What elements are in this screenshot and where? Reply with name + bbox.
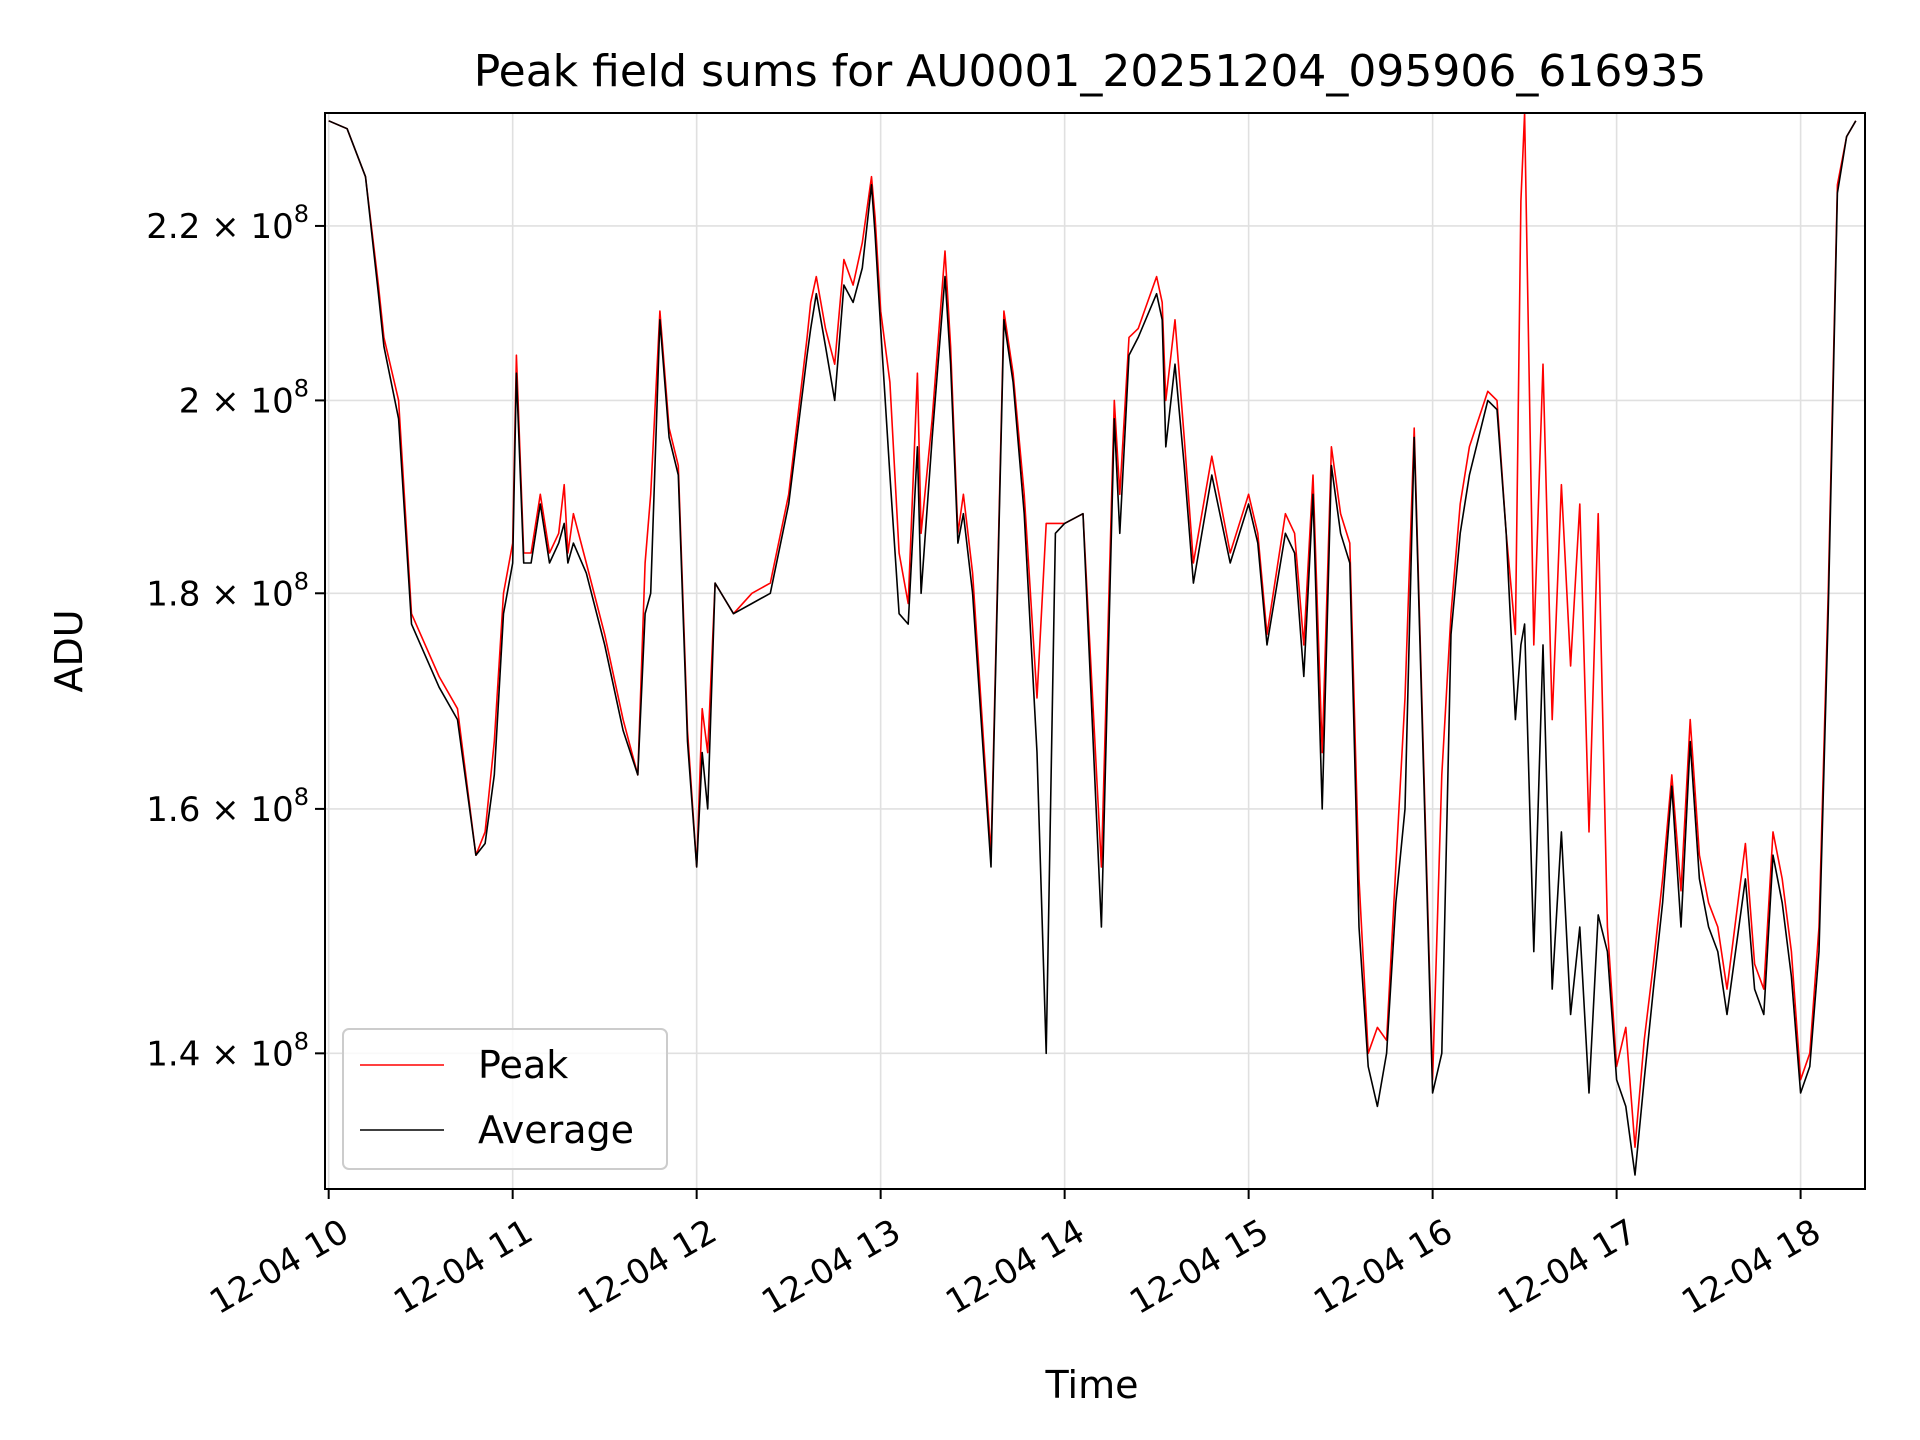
y-tick-exponent: 8: [294, 200, 309, 228]
y-tick-exponent: 8: [294, 567, 309, 595]
series-line-peak: [328, 113, 1857, 1148]
series-line-average: [328, 120, 1857, 1176]
y-tick-times: × 10: [200, 790, 293, 830]
y-tick-mantissa: 2.2: [146, 207, 200, 247]
legend: Peak Average: [342, 1028, 668, 1170]
legend-box: [342, 1028, 668, 1170]
y-tick-mantissa: 1.6: [146, 790, 200, 830]
y-tick-label: 1.8 × 108: [146, 567, 309, 614]
plot-frame: [324, 112, 1866, 1190]
legend-label-peak: Peak: [478, 1043, 568, 1087]
y-tick-label: 1.4 × 108: [146, 1027, 309, 1074]
y-tick-label: 2 × 108: [179, 374, 309, 421]
y-tick-times: × 10: [200, 1034, 293, 1074]
y-tick-mantissa: 2: [179, 381, 201, 421]
y-tick-times: × 10: [200, 381, 293, 421]
y-tick-times: × 10: [200, 207, 293, 247]
y-tick-label: 2.2 × 108: [146, 200, 309, 247]
y-tick-times: × 10: [200, 574, 293, 614]
y-tick-exponent: 8: [294, 1027, 309, 1055]
series-layer: [328, 113, 1857, 1176]
y-axis-label: ADU: [47, 609, 91, 692]
y-tick-label: 1.6 × 108: [146, 783, 309, 830]
grid: [325, 113, 1865, 1189]
chart-title: Peak field sums for AU0001_20251204_0959…: [474, 46, 1707, 97]
legend-label-average: Average: [478, 1108, 634, 1152]
y-tick-exponent: 8: [294, 374, 309, 402]
y-tick-mantissa: 1.4: [146, 1034, 200, 1074]
y-tick-mantissa: 1.8: [146, 574, 200, 614]
y-tick-exponent: 8: [294, 783, 309, 811]
x-axis-label: Time: [1045, 1363, 1139, 1407]
